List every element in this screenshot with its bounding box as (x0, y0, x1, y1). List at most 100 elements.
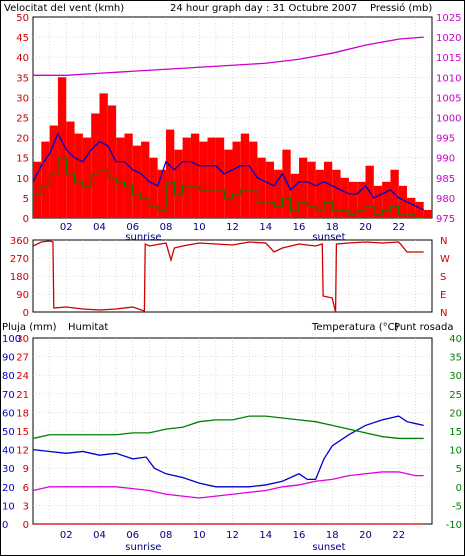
rain-ytick: 3 (23, 501, 29, 512)
temp-xtick: 18 (326, 530, 339, 541)
gust-bar (141, 141, 150, 218)
temp-xtick: 08 (160, 530, 173, 541)
temp-xtick: 22 (392, 530, 405, 541)
gust-bar (82, 137, 92, 218)
humidity-ytick: 70 (2, 390, 15, 401)
pressure-ytick: 985 (436, 174, 455, 185)
temp-xtick: 04 (93, 530, 106, 541)
temperature-ytick: -5 (452, 501, 462, 512)
pressure-ytick: 975 (436, 214, 455, 225)
wind-xtick: 06 (126, 222, 139, 233)
wind-xtick: 18 (326, 222, 339, 233)
temperature-ytick: -10 (446, 520, 462, 531)
gust-bar (174, 149, 183, 218)
wind-xtick: 12 (226, 222, 239, 233)
temp-xtick: 10 (193, 530, 206, 541)
gust-bar (415, 201, 424, 218)
humidity-ytick: 100 (2, 334, 21, 345)
sunrise-label: sunrise (125, 542, 161, 553)
pressure-ytick: 1000 (436, 114, 461, 125)
direction-ytick: 0 (23, 308, 29, 319)
gust-bar (207, 137, 216, 218)
rain-ytick: 0 (23, 520, 29, 531)
humidity-ytick: 50 (2, 427, 15, 438)
gust-bar (340, 177, 349, 218)
wind-ytick: 10 (16, 174, 29, 185)
rain-ytick: 18 (16, 408, 29, 419)
gust-bar (166, 129, 175, 218)
gust-bar (49, 125, 58, 218)
gust-bar (199, 141, 208, 218)
wind-ytick: 40 (16, 53, 29, 64)
rain-ytick: 24 (16, 371, 29, 382)
humidity-ytick: 10 (2, 501, 15, 512)
wind-ytick: 35 (16, 73, 29, 84)
wind-low-line (33, 157, 424, 219)
wind-right-title: Pressió (mb) (370, 2, 432, 14)
gust-bar (215, 137, 225, 218)
rain-ytick: 9 (23, 464, 29, 475)
gust-bar (149, 157, 158, 218)
rain-title: Pluja (mm) (2, 322, 57, 333)
humidity-ytick: 30 (2, 464, 15, 475)
rain-ytick: 12 (16, 446, 29, 457)
gust-bar (249, 141, 258, 218)
compass-label: E (440, 290, 446, 301)
direction-ytick: 270 (10, 254, 29, 265)
gust-bar (398, 185, 408, 218)
pressure-ytick: 995 (436, 134, 455, 145)
gust-bar (132, 145, 142, 218)
humidity-ytick: 40 (2, 446, 15, 457)
gust-bar (224, 149, 233, 218)
gust-bar (74, 133, 83, 218)
dewpoint-line (32, 471, 424, 499)
gust-bar (57, 77, 67, 218)
temperature-ytick: 25 (449, 390, 462, 401)
sunset-label: sunset (312, 542, 345, 553)
pressure-ytick: 1020 (436, 33, 461, 44)
wind-xtick: 08 (160, 222, 173, 233)
temperature-ytick: 0 (456, 483, 462, 494)
gust-bar (307, 161, 316, 218)
temp-xtick: 06 (126, 530, 139, 541)
humidity-ytick: 20 (2, 483, 15, 494)
gust-bar (124, 133, 133, 218)
gust-bar (99, 93, 108, 218)
gust-bar (382, 181, 391, 218)
gust-bar (299, 157, 308, 218)
wind-ytick: 20 (16, 134, 29, 145)
rain-ytick: 21 (16, 390, 29, 401)
gust-bar (232, 141, 241, 218)
wind-xtick: 10 (193, 222, 206, 233)
sunset-label: sunset (312, 232, 345, 243)
humidity-title: Humitat (68, 322, 108, 333)
wind-avg-line (32, 132, 424, 211)
pressure-ytick: 990 (436, 154, 455, 165)
pressure-ytick: 1005 (436, 93, 461, 104)
gust-bar (274, 169, 283, 218)
wind-left-title: Velocitat del vent (kmh) (4, 3, 124, 14)
gust-bar (373, 185, 383, 218)
gust-bar (265, 161, 275, 218)
gust-bar (423, 209, 432, 218)
pressure-line (33, 36, 424, 76)
temperature-ytick: 30 (449, 371, 462, 382)
wind-ytick: 5 (23, 194, 29, 205)
temp-xtick: 16 (293, 530, 306, 541)
temp-xtick: 14 (259, 530, 272, 541)
direction-ytick: 360 (10, 236, 29, 247)
gust-bar (332, 169, 341, 218)
rain-ytick: 30 (16, 334, 29, 345)
pressure-ytick: 1010 (436, 73, 461, 84)
direction-ytick: 90 (16, 290, 29, 301)
compass-label: N (440, 236, 447, 247)
gust-bar (116, 137, 125, 218)
rain-ytick: 6 (23, 483, 29, 494)
wind-ytick: 45 (16, 33, 29, 44)
gust-bar (407, 197, 416, 218)
rain-ytick: 15 (16, 427, 29, 438)
temperature-ytick: 20 (449, 408, 462, 419)
gust-bar (157, 169, 166, 218)
